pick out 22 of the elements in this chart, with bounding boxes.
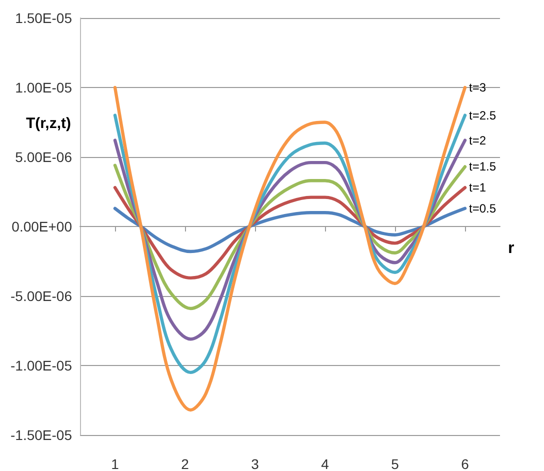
- y-tick-label: -1.00E-05: [10, 358, 72, 374]
- series-label: t=1: [469, 180, 486, 195]
- x-tick-label: 1: [111, 456, 120, 471]
- series-label: t=0.5: [469, 201, 496, 216]
- y-axis-title: T(r,z,t): [26, 115, 71, 132]
- series-label: t=3: [469, 80, 486, 94]
- x-tick-label: 4: [321, 456, 330, 471]
- y-tick-label: 0.00E+00: [12, 218, 72, 234]
- x-tick-label: 5: [391, 456, 400, 471]
- x-axis-title: r: [508, 240, 514, 257]
- y-tick-label: 1.00E-05: [15, 80, 72, 96]
- x-tick-label: 2: [181, 456, 190, 471]
- series-label: t=1.5: [469, 160, 496, 174]
- line-series: [113, 86, 467, 412]
- x-tick-label: 3: [251, 456, 260, 471]
- y-tick-label: 5.00E-06: [15, 149, 72, 165]
- x-tick-label: 6: [461, 456, 470, 471]
- y-tick-label: 1.50E-05: [15, 10, 72, 26]
- y-tick-label: -5.00E-06: [10, 288, 72, 304]
- y-tick-label: -1.50E-05: [10, 427, 72, 443]
- series-label: t=2.5: [469, 108, 496, 122]
- series-label: t=2: [469, 133, 486, 148]
